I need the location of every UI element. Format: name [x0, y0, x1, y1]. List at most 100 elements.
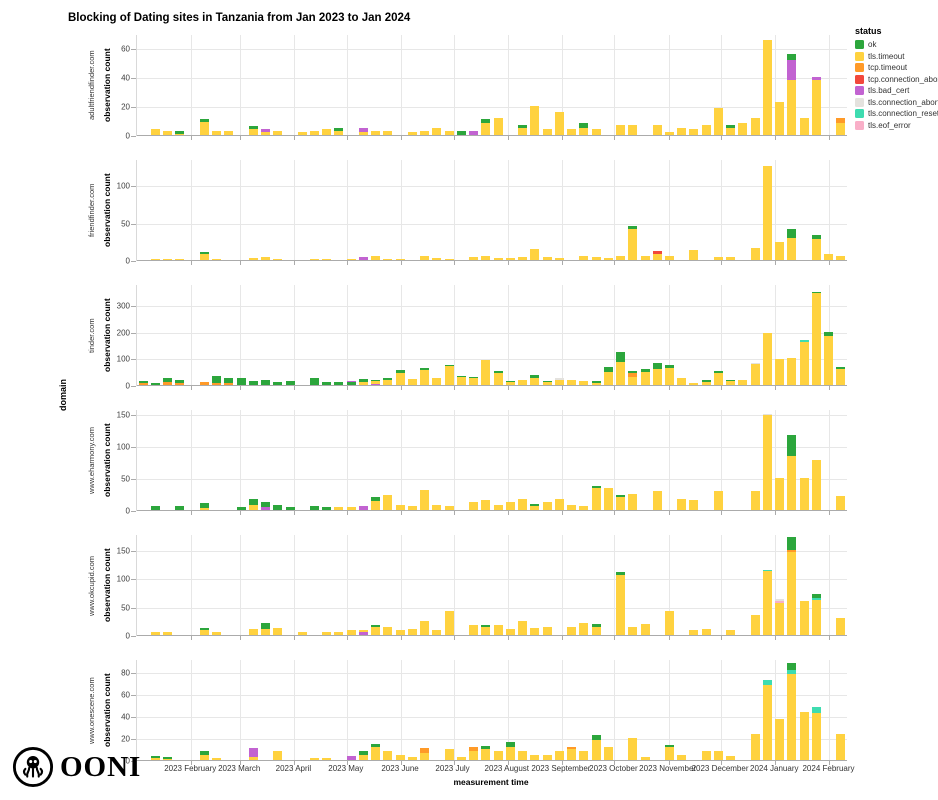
bar[interactable]: [248, 498, 258, 510]
bar[interactable]: [481, 359, 491, 385]
bar[interactable]: [689, 382, 699, 385]
bar[interactable]: [175, 506, 185, 510]
bar[interactable]: [591, 734, 601, 760]
bar[interactable]: [616, 572, 626, 635]
bar[interactable]: [199, 502, 209, 510]
bar[interactable]: [824, 254, 834, 260]
bar[interactable]: [469, 257, 479, 260]
bar[interactable]: [273, 130, 283, 135]
bar[interactable]: [407, 506, 417, 510]
bar[interactable]: [591, 257, 601, 260]
bar[interactable]: [542, 380, 552, 385]
bar[interactable]: [383, 378, 393, 385]
bar[interactable]: [677, 754, 687, 760]
bar[interactable]: [432, 257, 442, 260]
bar[interactable]: [762, 166, 772, 260]
bar[interactable]: [799, 340, 809, 385]
bar[interactable]: [713, 490, 723, 510]
bar[interactable]: [358, 257, 368, 260]
bar[interactable]: [750, 490, 760, 510]
bar[interactable]: [432, 630, 442, 635]
bar[interactable]: [248, 126, 258, 135]
bar[interactable]: [677, 127, 687, 135]
bar[interactable]: [420, 747, 430, 760]
bar[interactable]: [518, 620, 528, 635]
bar[interactable]: [481, 255, 491, 260]
bar[interactable]: [322, 382, 332, 385]
bar[interactable]: [310, 378, 319, 385]
bar[interactable]: [689, 500, 699, 510]
bar[interactable]: [762, 569, 772, 635]
bar[interactable]: [591, 485, 601, 510]
bar[interactable]: [836, 255, 846, 260]
bar[interactable]: [787, 54, 797, 135]
bar[interactable]: [285, 381, 295, 385]
bar[interactable]: [603, 257, 613, 260]
bar[interactable]: [628, 494, 638, 510]
bar[interactable]: [224, 378, 234, 385]
bar[interactable]: [726, 630, 736, 635]
bar[interactable]: [628, 738, 638, 760]
bar[interactable]: [322, 632, 332, 635]
bar[interactable]: [542, 502, 552, 510]
bar[interactable]: [383, 751, 393, 760]
bar[interactable]: [358, 127, 368, 135]
bar[interactable]: [236, 506, 246, 510]
bar[interactable]: [775, 101, 785, 135]
bar[interactable]: [762, 39, 772, 135]
bar[interactable]: [530, 754, 540, 760]
bar[interactable]: [775, 478, 785, 510]
bar[interactable]: [273, 751, 283, 760]
bar[interactable]: [310, 130, 319, 135]
bar[interactable]: [456, 375, 466, 385]
bar[interactable]: [505, 629, 515, 635]
bar[interactable]: [836, 733, 846, 760]
bar[interactable]: [150, 382, 160, 385]
bar[interactable]: [273, 381, 283, 385]
bar[interactable]: [628, 124, 638, 135]
bar[interactable]: [175, 258, 185, 260]
bar[interactable]: [493, 257, 503, 260]
bar[interactable]: [554, 498, 564, 510]
bar[interactable]: [701, 124, 711, 135]
bar[interactable]: [444, 364, 454, 385]
bar[interactable]: [518, 379, 528, 385]
bar[interactable]: [334, 127, 344, 135]
bar[interactable]: [811, 594, 821, 635]
bar[interactable]: [677, 498, 687, 510]
bar[interactable]: [322, 129, 332, 135]
bar[interactable]: [212, 130, 222, 135]
bar[interactable]: [762, 333, 772, 385]
bar[interactable]: [273, 258, 283, 260]
bar[interactable]: [310, 506, 319, 510]
bar[interactable]: [579, 751, 589, 760]
bar[interactable]: [371, 379, 381, 385]
bar[interactable]: [640, 756, 650, 760]
bar[interactable]: [346, 755, 356, 760]
bar[interactable]: [811, 235, 821, 260]
bar[interactable]: [579, 622, 589, 635]
bar[interactable]: [518, 257, 528, 260]
bar[interactable]: [163, 130, 173, 135]
bar[interactable]: [273, 628, 283, 635]
bar[interactable]: [199, 251, 209, 260]
bar[interactable]: [395, 504, 405, 510]
bar[interactable]: [542, 626, 552, 635]
bar[interactable]: [726, 379, 736, 385]
bar[interactable]: [493, 370, 503, 385]
bar[interactable]: [469, 746, 479, 760]
bar[interactable]: [248, 747, 258, 760]
bar[interactable]: [811, 707, 821, 760]
bar[interactable]: [628, 626, 638, 635]
bar[interactable]: [750, 248, 760, 260]
bar[interactable]: [542, 257, 552, 260]
bar[interactable]: [652, 363, 662, 385]
bar[interactable]: [444, 506, 454, 510]
bar[interactable]: [150, 632, 160, 635]
bar[interactable]: [261, 622, 271, 635]
bar[interactable]: [261, 379, 271, 385]
bar[interactable]: [493, 504, 503, 510]
bar[interactable]: [334, 382, 344, 385]
bar[interactable]: [358, 379, 368, 385]
bar[interactable]: [444, 749, 454, 760]
